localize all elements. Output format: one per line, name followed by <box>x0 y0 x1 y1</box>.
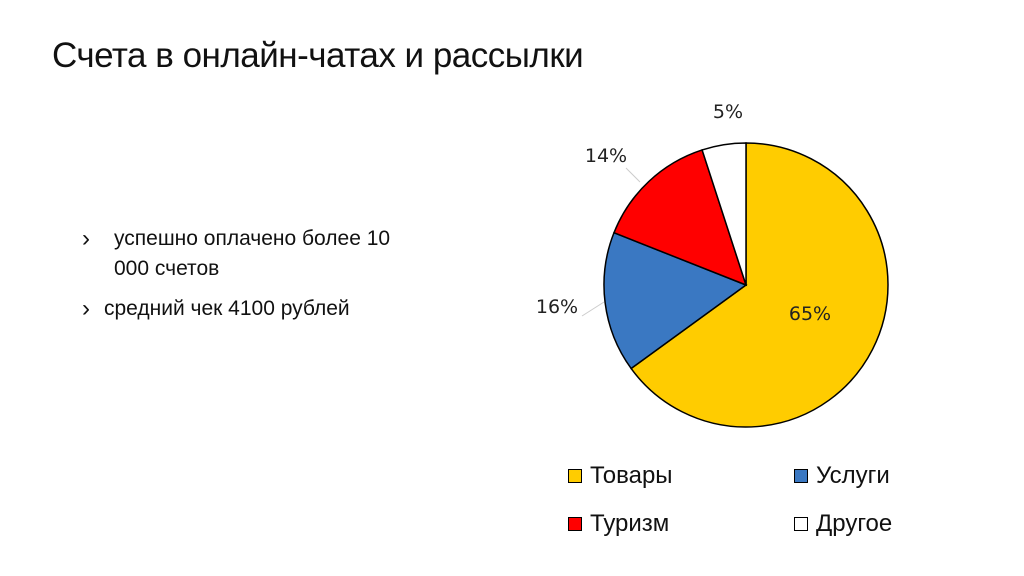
chart-legend: Товары Услуги Туризм Другое <box>568 462 928 552</box>
slide-title: Счета в онлайн-чатах и рассылки <box>52 36 584 75</box>
bullet-item: › средний чек 4100 рублей <box>82 294 422 324</box>
chevron-right-icon: › <box>82 295 90 322</box>
data-label-other: 5% <box>713 101 743 123</box>
legend-swatch <box>794 469 808 483</box>
bullet-item: › успешно оплачено более 10 000 счетов <box>82 224 422 284</box>
bullet-text: успешно оплачено более 10 000 счетов <box>114 227 391 280</box>
data-label-tourism: 14% <box>585 145 627 167</box>
legend-item-other: Другое <box>794 510 892 538</box>
data-label-services: 16% <box>536 296 578 318</box>
pie-slice-other <box>701 142 747 286</box>
legend-swatch <box>794 517 808 531</box>
legend-label: Услуги <box>816 462 890 489</box>
legend-label: Туризм <box>590 510 670 537</box>
legend-item-tourism: Туризм <box>568 510 669 538</box>
legend-item-goods: Товары <box>568 462 673 490</box>
pie-slice-goods <box>630 142 889 428</box>
data-label-goods: 65% <box>789 303 831 325</box>
legend-label: Товары <box>590 462 673 489</box>
leader-line <box>581 301 605 317</box>
legend-swatch <box>568 469 582 483</box>
bullet-text: средний чек 4100 рублей <box>104 297 350 320</box>
pie-slice-services <box>603 231 748 370</box>
legend-swatch <box>568 517 582 531</box>
chevron-right-icon: › <box>82 225 90 252</box>
bullet-list: › успешно оплачено более 10 000 счетов ›… <box>82 224 422 324</box>
leader-line <box>625 167 641 183</box>
legend-item-services: Услуги <box>794 462 890 490</box>
legend-label: Другое <box>816 510 893 537</box>
